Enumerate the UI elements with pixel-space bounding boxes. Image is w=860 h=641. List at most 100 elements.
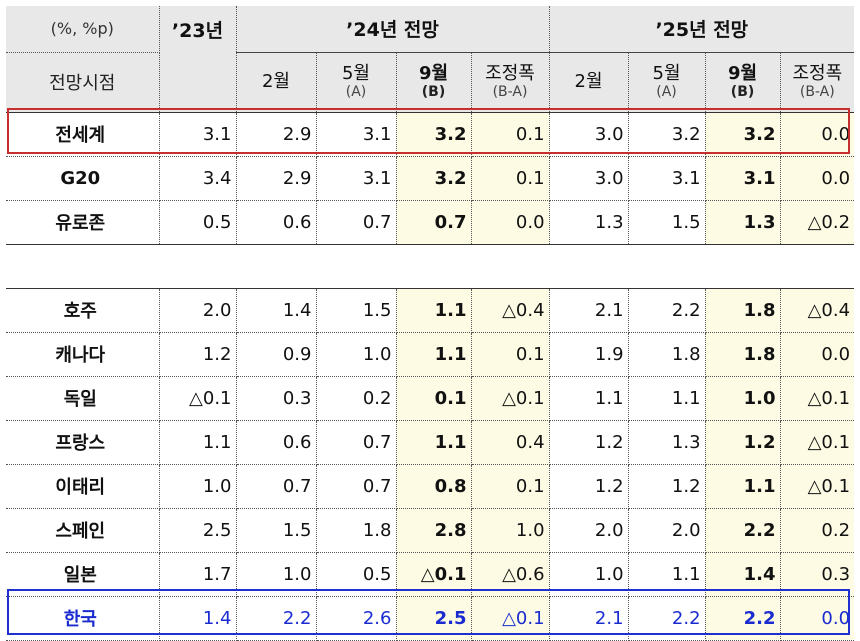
forecast-point-label: 전망시점	[6, 52, 160, 113]
col-header-label: 2월	[261, 71, 290, 92]
country-name: 호주	[6, 288, 160, 333]
value-cell: 1.5	[236, 508, 317, 553]
col-header-label: 2월	[574, 71, 603, 92]
table-row: 이태리 1.0 0.7 0.7 0.8 0.1 1.2 1.2 1.1 △0.1	[6, 464, 855, 509]
value-cell: 1.0	[159, 464, 237, 509]
value-cell: 3.2	[628, 112, 706, 157]
unit-label: (%, %p)	[6, 6, 160, 53]
value-cell: 0.8	[396, 464, 472, 509]
value-cell: 3.1	[705, 156, 781, 201]
value-cell: 2.2	[705, 508, 781, 553]
value-cell: 2.5	[159, 508, 237, 553]
value-cell: 0.5	[316, 552, 397, 597]
value-cell: 2.9	[236, 112, 317, 157]
value-cell: 3.0	[549, 156, 629, 201]
table-row: 유로존 0.5 0.6 0.7 0.7 0.0 1.3 1.5 1.3 △0.2	[6, 200, 855, 245]
value-cell: 2.2	[628, 596, 706, 641]
table-row: 일본 1.7 1.0 0.5 △0.1 △0.6 1.0 1.1 1.4 0.3	[6, 552, 855, 597]
value-cell: 0.0	[780, 332, 855, 377]
country-name: 전세계	[6, 112, 160, 157]
value-cell: 2.2	[705, 596, 781, 641]
spacer-cell	[6, 244, 855, 289]
value-cell: 1.0	[316, 332, 397, 377]
country-name: 일본	[6, 552, 160, 597]
value-cell: △0.1	[780, 464, 855, 509]
value-cell: 3.1	[316, 156, 397, 201]
table-row: 한국 1.4 2.2 2.6 2.5 △0.1 2.1 2.2 2.2 0.0	[6, 596, 855, 641]
value-cell: 1.3	[549, 200, 629, 245]
col-header-2025-0: 2월	[549, 52, 629, 113]
col-header-2024-1: 5월 (A)	[316, 52, 397, 113]
growth-outlook-table: (%, %p) ’23년 ’24년 전망 ’25년 전망 전망시점 2월 5월 (A…	[6, 6, 855, 641]
value-cell: 0.1	[471, 156, 550, 201]
value-cell: △0.1	[780, 376, 855, 421]
header-row-years: (%, %p) ’23년 ’24년 전망 ’25년 전망	[6, 6, 855, 113]
col-header-label: 9월	[418, 63, 449, 84]
value-cell: 1.8	[316, 508, 397, 553]
value-cell: 3.2	[396, 156, 472, 201]
value-cell: 1.4	[705, 552, 781, 597]
value-cell: 1.1	[159, 420, 237, 465]
value-cell: 2.0	[159, 288, 237, 333]
value-cell: 1.1	[396, 420, 472, 465]
country-name: 독일	[6, 376, 160, 421]
value-cell: 0.7	[316, 200, 397, 245]
value-cell: 0.7	[396, 200, 472, 245]
value-cell: 0.7	[236, 464, 317, 509]
value-cell: 1.2	[628, 464, 706, 509]
value-cell: △0.1	[159, 376, 237, 421]
value-cell: △0.1	[471, 596, 550, 641]
value-cell: 0.0	[471, 200, 550, 245]
value-cell: 1.7	[159, 552, 237, 597]
value-cell: △0.1	[396, 552, 472, 597]
value-cell: 1.3	[705, 200, 781, 245]
value-cell: 1.1	[628, 376, 706, 421]
value-cell: 0.6	[236, 200, 317, 245]
value-cell: 1.4	[159, 596, 237, 641]
value-cell: 2.8	[396, 508, 472, 553]
value-cell: 1.8	[628, 332, 706, 377]
value-cell: △0.2	[780, 200, 855, 245]
col-header-2025-2: 9월 (B)	[705, 52, 781, 113]
table-row: G20 3.4 2.9 3.1 3.2 0.1 3.0 3.1 3.1 0.0	[6, 156, 855, 201]
value-cell: 0.7	[316, 420, 397, 465]
country-name: 스페인	[6, 508, 160, 553]
value-cell: 1.5	[316, 288, 397, 333]
value-cell: 1.2	[549, 464, 629, 509]
value-cell: 1.1	[628, 552, 706, 597]
col-header-sub: (A)	[345, 84, 367, 100]
table-row: 전세계 3.1 2.9 3.1 3.2 0.1 3.0 3.2 3.2 0.0	[6, 112, 855, 157]
col-header-2025-1: 5월 (A)	[628, 52, 706, 113]
value-cell: 1.0	[471, 508, 550, 553]
value-cell: 0.1	[471, 332, 550, 377]
col-header-sub: (B)	[730, 84, 755, 100]
value-cell: 3.0	[549, 112, 629, 157]
value-cell: 1.8	[705, 332, 781, 377]
value-cell: △0.1	[471, 376, 550, 421]
value-cell: 0.0	[780, 112, 855, 157]
table-row: 캐나다 1.2 0.9 1.0 1.1 0.1 1.9 1.8 1.8 0.0	[6, 332, 855, 377]
value-cell: △0.1	[780, 420, 855, 465]
value-cell: 2.2	[628, 288, 706, 333]
value-cell: 1.8	[705, 288, 781, 333]
value-cell: 0.0	[780, 596, 855, 641]
value-cell: 1.2	[705, 420, 781, 465]
forecast-2024-header: ’24년 전망	[236, 6, 550, 53]
value-cell: 2.1	[549, 288, 629, 333]
value-cell: △0.4	[471, 288, 550, 333]
value-cell: 0.1	[471, 112, 550, 157]
value-cell: 1.2	[159, 332, 237, 377]
table-row: 스페인 2.5 1.5 1.8 2.8 1.0 2.0 2.0 2.2 0.2	[6, 508, 855, 553]
value-cell: 1.5	[628, 200, 706, 245]
value-cell: 0.1	[471, 464, 550, 509]
value-cell: 2.2	[236, 596, 317, 641]
value-cell: 1.3	[628, 420, 706, 465]
col-header-sub: (A)	[656, 84, 677, 100]
value-cell: 2.5	[396, 596, 472, 641]
value-cell: 0.7	[316, 464, 397, 509]
value-cell: 1.4	[236, 288, 317, 333]
value-cell: 0.6	[236, 420, 317, 465]
value-cell: 1.0	[705, 376, 781, 421]
value-cell: 3.1	[159, 112, 237, 157]
col-header-label: 조정폭	[792, 63, 843, 84]
